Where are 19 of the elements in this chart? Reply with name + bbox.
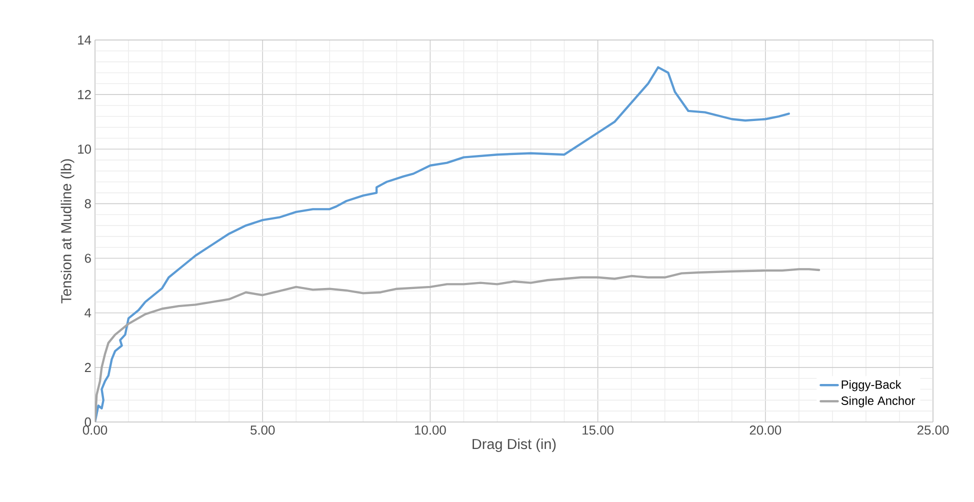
line-series xyxy=(95,66,790,422)
y-tick-label: 0 xyxy=(84,417,91,427)
x-tick-label: 15.00 xyxy=(582,426,614,435)
y-tick-label: 6 xyxy=(84,254,91,263)
x-axis-title: Drag Dist (in) xyxy=(472,438,556,452)
y-axis-title: Tension at Mudline (lb) xyxy=(60,159,74,304)
x-tick-label: 5.00 xyxy=(250,426,275,435)
x-tick-label: 25.00 xyxy=(917,426,949,435)
x-tick-label: 20.00 xyxy=(750,426,782,435)
x-tick-label: 10.00 xyxy=(414,426,446,435)
legend-label: Piggy-Back xyxy=(842,380,902,392)
y-tick-label: 10 xyxy=(78,144,91,154)
y-tick-label: 8 xyxy=(84,199,91,208)
legend-label: Single Anchor xyxy=(841,396,916,408)
y-tick-label: 2 xyxy=(84,362,91,372)
y-tick-label: 4 xyxy=(84,308,92,318)
x-tick-label: 0.00 xyxy=(82,426,108,435)
y-tick-label: 14 xyxy=(78,36,92,44)
y-tick-label: 12 xyxy=(78,90,91,100)
